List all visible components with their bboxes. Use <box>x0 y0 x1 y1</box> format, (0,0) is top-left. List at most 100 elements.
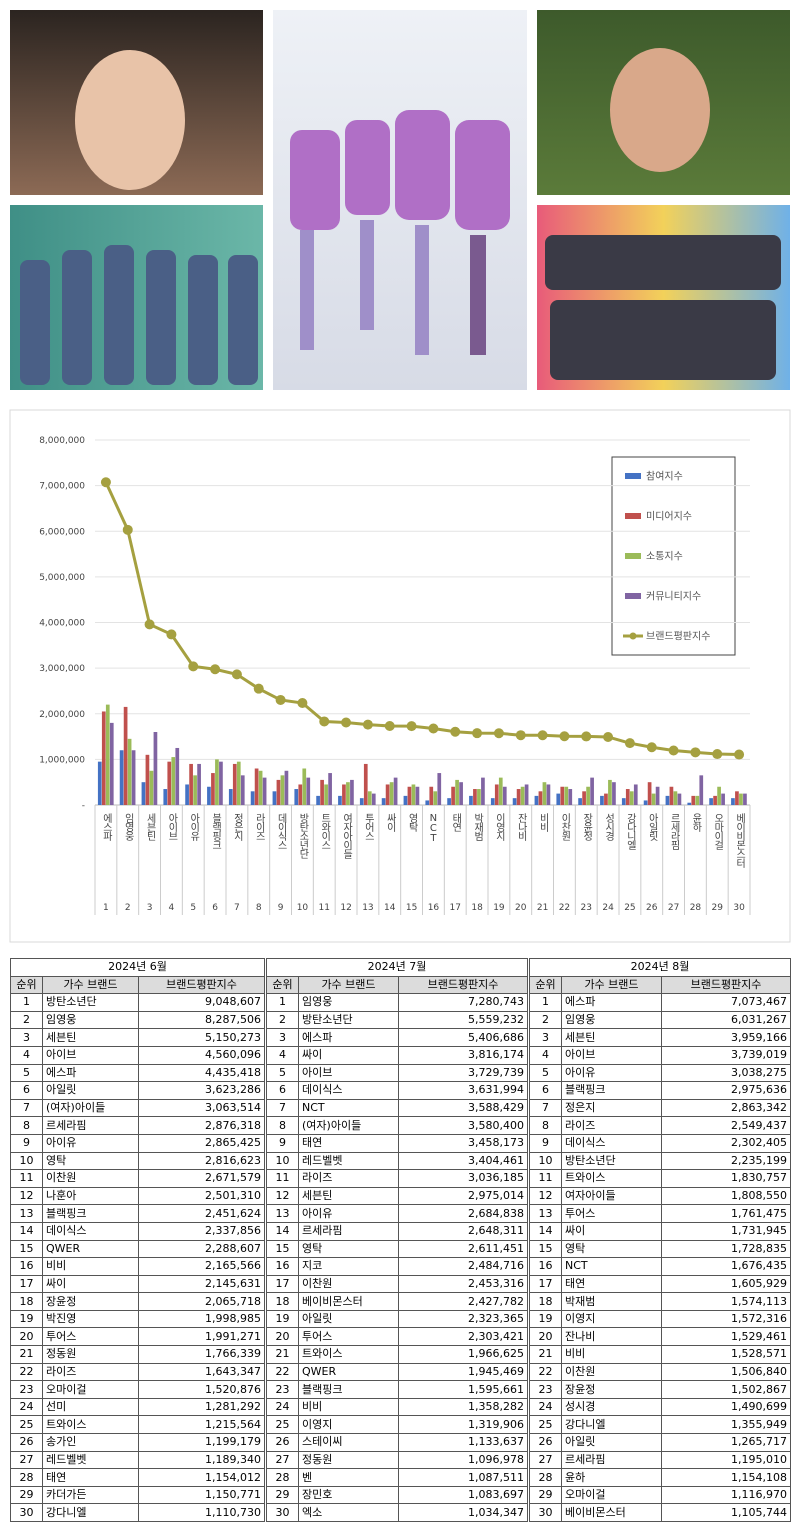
x-tick-label: 잔나비 <box>515 813 527 842</box>
brand-cell: 라이즈 <box>561 1116 662 1135</box>
bar <box>105 704 110 805</box>
column-header: 가수 브랜드 <box>42 975 139 995</box>
column-header: 가수 브랜드 <box>298 975 399 995</box>
score-cell: 2,501,310 <box>138 1186 265 1206</box>
bar <box>524 784 529 805</box>
brand-cell: 아이유 <box>42 1133 139 1153</box>
line-marker <box>384 720 395 731</box>
score-cell: 7,073,467 <box>661 993 791 1012</box>
brand-cell: 임영웅 <box>298 993 399 1012</box>
bar <box>284 770 289 805</box>
bar <box>560 786 565 805</box>
brand-cell: (여자)아이들 <box>298 1116 399 1135</box>
rank-cell: 26 <box>529 1433 562 1452</box>
x-tick-label: 트와이스 <box>319 813 331 849</box>
rank-cell: 5 <box>529 1063 562 1083</box>
bar <box>280 775 285 805</box>
rank-label: 1 <box>103 903 109 913</box>
score-cell: 3,959,166 <box>661 1028 791 1047</box>
bar <box>473 789 477 805</box>
rank-cell: 23 <box>529 1380 562 1399</box>
bar <box>691 795 696 805</box>
brand-cell: 여자아이들 <box>561 1186 662 1206</box>
rank-cell: 30 <box>529 1503 562 1522</box>
bar <box>294 789 299 805</box>
brand-cell: 방탄소년단 <box>42 993 139 1012</box>
rank-label: 12 <box>340 903 351 913</box>
bar <box>735 791 739 805</box>
y-tick-label: 5,000,000 <box>39 573 85 583</box>
brand-cell: 비비 <box>42 1257 139 1276</box>
score-cell: 2,323,365 <box>398 1309 528 1329</box>
rank-label: 9 <box>278 903 284 913</box>
y-tick-label: 8,000,000 <box>39 436 85 446</box>
bar <box>258 770 263 805</box>
brand-cell: 싸이 <box>561 1221 662 1241</box>
x-tick-label: 싸이 <box>384 813 396 833</box>
bar <box>97 761 102 805</box>
brand-cell: 아이유 <box>298 1204 399 1223</box>
bar <box>608 779 612 805</box>
bar <box>629 791 634 805</box>
bar <box>717 786 721 805</box>
brand-cell: 베이비몬스터 <box>561 1503 662 1522</box>
bar <box>359 798 364 805</box>
brand-cell: 레드벨벳 <box>42 1450 139 1470</box>
bar <box>193 775 197 805</box>
brand-cell: 블랙핑크 <box>298 1380 399 1399</box>
rank-cell: 15 <box>529 1239 562 1259</box>
bar <box>490 798 495 805</box>
legend-label: 참여지수 <box>646 471 683 483</box>
bar <box>542 782 547 805</box>
x-tick-label: 르세라핌 <box>668 813 680 850</box>
photo-figure <box>75 50 185 190</box>
bar <box>328 773 332 805</box>
score-cell: 1,215,564 <box>138 1415 265 1435</box>
score-cell: 1,502,867 <box>661 1380 791 1399</box>
rank-cell: 5 <box>10 1063 43 1083</box>
legend-label: 미디어지수 <box>646 511 692 523</box>
rank-cell: 7 <box>266 1098 299 1118</box>
bar <box>512 798 517 805</box>
brand-cell: 선미 <box>42 1397 139 1417</box>
rank-cell: 15 <box>10 1239 43 1259</box>
brand-cell: 영탁 <box>298 1239 399 1259</box>
rank-cell: 17 <box>10 1274 43 1294</box>
brand-cell: 르세라핌 <box>42 1116 139 1135</box>
rank-cell: 28 <box>529 1468 562 1487</box>
score-cell: 1,083,697 <box>398 1485 528 1505</box>
rank-cell: 23 <box>266 1380 299 1399</box>
bar <box>324 784 328 805</box>
x-tick-label: 영탁 <box>406 813 418 832</box>
brand-cell: 송가인 <box>42 1433 139 1452</box>
score-cell: 2,302,405 <box>661 1133 791 1153</box>
rank-label: 30 <box>733 903 745 913</box>
rank-label: 18 <box>471 903 483 913</box>
brand-cell: 트와이스 <box>561 1169 662 1188</box>
line-marker <box>166 629 177 640</box>
bar <box>477 789 481 805</box>
brand-cell: 세븐틴 <box>561 1028 662 1047</box>
score-cell: 1,355,949 <box>661 1415 791 1435</box>
brand-cell: 에스파 <box>42 1063 139 1083</box>
rank-cell: 3 <box>266 1028 299 1047</box>
rank-cell: 1 <box>266 993 299 1012</box>
line-marker <box>362 719 373 730</box>
rank-cell: 24 <box>529 1397 562 1417</box>
bar <box>153 732 158 805</box>
rank-cell: 21 <box>266 1345 299 1364</box>
bar <box>236 761 241 805</box>
brand-cell: 이영지 <box>298 1415 399 1435</box>
bar <box>481 777 485 805</box>
score-cell: 1,572,316 <box>661 1309 791 1329</box>
brand-cell: 오마이걸 <box>42 1380 139 1399</box>
x-tick-label: 태연 <box>450 813 462 832</box>
x-tick-label: 박재범 <box>472 813 484 841</box>
brand-cell: 비비 <box>298 1397 399 1417</box>
rank-cell: 21 <box>10 1345 43 1364</box>
score-cell: 2,288,607 <box>138 1239 265 1259</box>
bar <box>655 786 660 805</box>
brand-cell: (여자)아이들 <box>42 1098 139 1118</box>
score-cell: 1,199,179 <box>138 1433 265 1452</box>
bar <box>699 775 704 805</box>
